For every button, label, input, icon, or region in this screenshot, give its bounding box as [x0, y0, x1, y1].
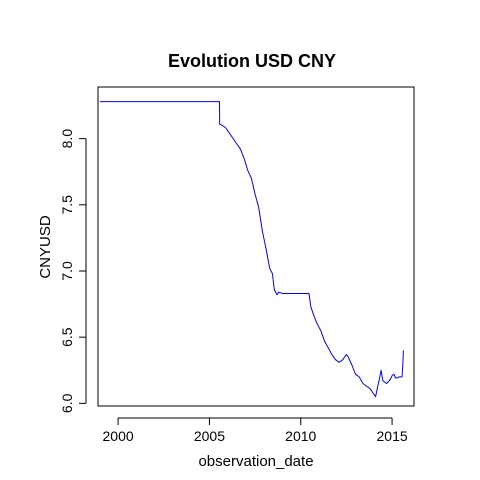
x-tick-label: 2005 — [194, 428, 225, 444]
x-axis-label: observation_date — [198, 453, 313, 470]
y-tick-label: 6.5 — [59, 327, 75, 347]
y-tick-label: 7.0 — [59, 261, 75, 281]
plot-frame — [97, 86, 415, 407]
x-tick-label: 2015 — [377, 428, 408, 444]
y-tick-label: 6.0 — [59, 393, 75, 413]
chart-title: Evolution USD CNY — [168, 51, 336, 71]
series-line-cnyusd — [99, 101, 404, 398]
y-axis-label: CNYUSD — [37, 215, 54, 279]
x-axis: 2000 2005 2010 2015 — [103, 417, 408, 444]
x-tick-label: 2000 — [103, 428, 134, 444]
y-axis: 6.0 6.5 7.0 7.5 8.0 — [59, 129, 87, 413]
x-tick-label: 2010 — [285, 428, 316, 444]
y-tick-label: 8.0 — [59, 129, 75, 149]
y-tick-label: 7.5 — [59, 195, 75, 215]
